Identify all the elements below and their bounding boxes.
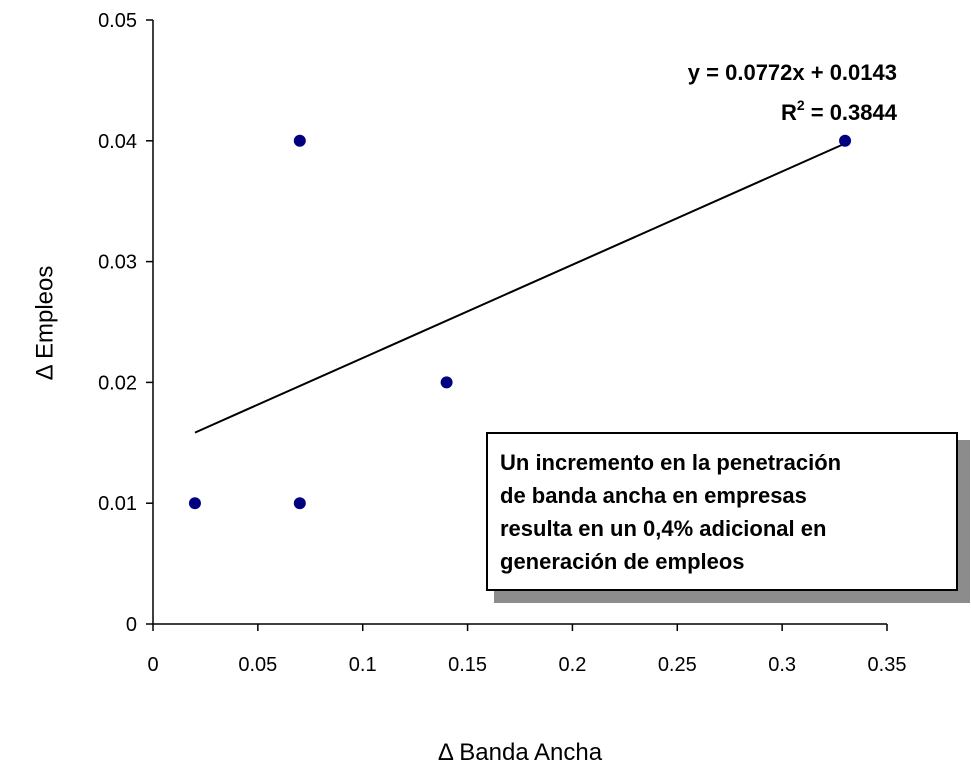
y-tick-label: 0.04 xyxy=(98,131,137,153)
x-tick-label: 0.1 xyxy=(349,654,377,676)
trendline xyxy=(194,142,846,434)
x-tick-label: 0.3 xyxy=(768,654,796,676)
y-tick-label: 0.05 xyxy=(98,10,137,32)
annotation-line: generación de empleos xyxy=(500,549,745,574)
annotation-box: Un incremento en la penetración de banda… xyxy=(486,432,958,591)
trendline-r-squared: R2 = 0.3844 xyxy=(781,97,898,125)
data-point xyxy=(293,497,306,510)
annotation-line: resulta en un 0,4% adicional en xyxy=(500,516,827,541)
data-point xyxy=(839,134,852,147)
y-tick-label: 0.02 xyxy=(98,372,137,394)
x-tick-label: 0.25 xyxy=(658,654,697,676)
x-tick-label: 0.35 xyxy=(868,654,907,676)
data-points xyxy=(188,134,852,510)
trendline-equation: y = 0.0772x + 0.0143 xyxy=(688,60,897,85)
y-tick-label: 0.01 xyxy=(98,493,137,515)
annotation-line: Un incremento en la penetración xyxy=(500,450,842,475)
x-axis-title: Δ Banda Ancha xyxy=(438,739,603,766)
y-tick-label: 0 xyxy=(126,614,137,636)
y-axis-title: Δ Empleos xyxy=(31,266,58,381)
data-point xyxy=(293,134,306,147)
x-tick-labels: 0 0.05 0.1 0.15 0.2 0.25 0.3 0.35 xyxy=(147,654,906,676)
axes xyxy=(146,19,888,631)
y-tick-label: 0.03 xyxy=(98,252,137,274)
x-tick-label: 0 xyxy=(147,654,158,676)
data-point xyxy=(440,376,453,389)
data-point xyxy=(188,497,201,510)
y-tick-labels: 0 0.01 0.02 0.03 0.04 0.05 xyxy=(98,10,137,636)
x-tick-label: 0.05 xyxy=(238,654,277,676)
x-tick-label: 0.2 xyxy=(559,654,587,676)
x-tick-label: 0.15 xyxy=(448,654,487,676)
annotation-line: de banda ancha en empresas xyxy=(500,483,807,508)
